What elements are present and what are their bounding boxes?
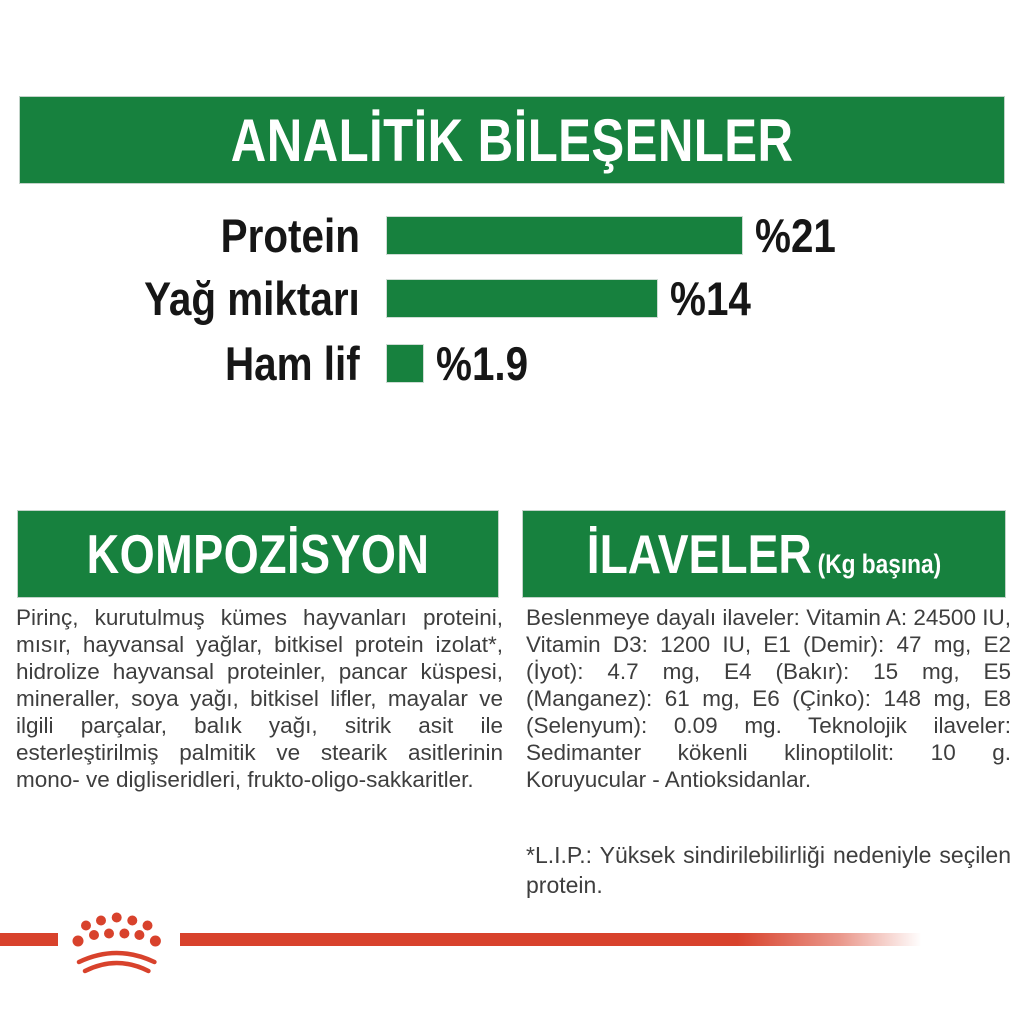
chart-bar xyxy=(387,344,423,382)
analytic-header-title: ANALİTİK BİLEŞENLER xyxy=(230,106,794,174)
chart-row: Protein %21 xyxy=(0,209,1024,262)
lip-footnote: *L.I.P.: Yüksek sindirilebilirliği neden… xyxy=(526,842,1011,898)
chart-bar xyxy=(387,216,742,254)
analytic-header-banner: ANALİTİK BİLEŞENLER xyxy=(20,97,1004,183)
composition-title: KOMPOZİSYON xyxy=(86,523,430,585)
additives-body: Beslenmeye dayalı ilaveler: Vitamin A: 2… xyxy=(526,605,1011,792)
additives-title-group: İLAVELER (Kg başına) xyxy=(587,522,941,586)
composition-banner: KOMPOZİSYON xyxy=(18,511,498,597)
chart-category-label: Ham lif xyxy=(225,336,360,390)
additives-title-suffix: (Kg başına) xyxy=(817,549,942,579)
chart-bar xyxy=(387,279,657,317)
chart-category-label: Protein xyxy=(220,208,360,262)
additives-banner: İLAVELER (Kg başına) xyxy=(523,511,1005,597)
composition-body: Pirinç, kurutulmuş kümes hayvanları prot… xyxy=(16,605,503,792)
additives-title: İLAVELER xyxy=(586,523,812,585)
chart-category-label: Yağ miktarı xyxy=(144,271,360,325)
chart-value-label: %21 xyxy=(755,208,836,262)
chart-value-label: %14 xyxy=(670,271,751,325)
chart-row: Ham lif %1.9 xyxy=(0,337,1024,390)
chart-row: Yağ miktarı %14 xyxy=(0,272,1024,325)
brand-divider-line xyxy=(0,933,1024,946)
crown-icon xyxy=(72,912,161,974)
chart-value-label: %1.9 xyxy=(436,336,529,390)
royal-canin-crown-logo xyxy=(58,902,180,982)
